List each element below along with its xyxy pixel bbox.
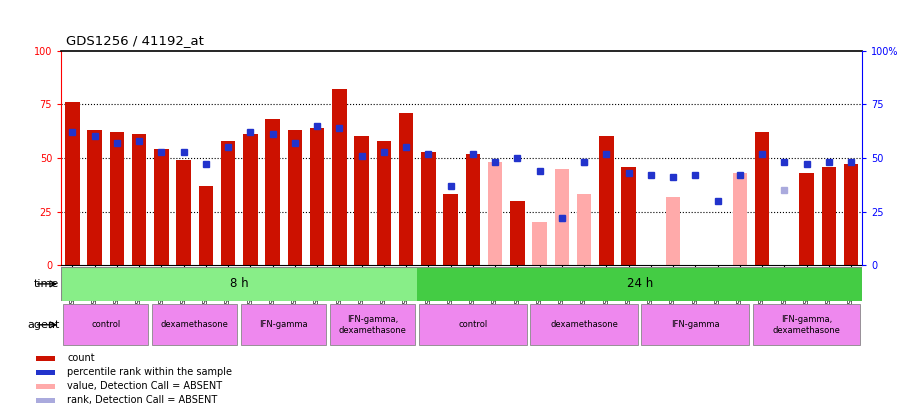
Bar [355, 136, 369, 265]
Bar [220, 141, 235, 265]
Bar [666, 196, 680, 265]
Bar [199, 186, 213, 265]
Bar [488, 162, 502, 265]
Bar [288, 130, 302, 265]
Text: agent: agent [27, 320, 59, 330]
Text: control: control [458, 320, 488, 329]
Bar [465, 153, 480, 265]
Bar [530, 304, 638, 345]
Bar [418, 267, 862, 301]
Bar [733, 173, 747, 265]
Bar [399, 113, 413, 265]
Bar [65, 102, 79, 265]
Bar [510, 201, 525, 265]
Bar [61, 267, 418, 301]
Bar [266, 119, 280, 265]
Text: IFN-gamma: IFN-gamma [671, 320, 720, 329]
Bar [152, 304, 238, 345]
Bar [799, 173, 814, 265]
Text: GDS1256 / 41192_at: GDS1256 / 41192_at [66, 34, 203, 47]
Bar [532, 222, 547, 265]
Text: 8 h: 8 h [230, 277, 248, 290]
Bar [36, 370, 55, 375]
Bar [110, 132, 124, 265]
Bar [243, 134, 257, 265]
Text: IFN-gamma: IFN-gamma [259, 320, 308, 329]
Bar [642, 304, 749, 345]
Bar [131, 134, 147, 265]
Bar [755, 132, 770, 265]
Bar [419, 304, 526, 345]
Bar [330, 304, 416, 345]
Text: control: control [91, 320, 121, 329]
Bar [36, 398, 55, 403]
Bar [376, 141, 392, 265]
Text: IFN-gamma,
dexamethasone: IFN-gamma, dexamethasone [338, 315, 407, 335]
Bar [87, 130, 102, 265]
Bar [36, 384, 55, 389]
Bar [176, 160, 191, 265]
Bar [822, 166, 836, 265]
Bar [554, 168, 569, 265]
Text: value, Detection Call = ABSENT: value, Detection Call = ABSENT [68, 381, 222, 391]
Text: 24 h: 24 h [626, 277, 652, 290]
Bar [310, 128, 324, 265]
Text: dexamethasone: dexamethasone [550, 320, 618, 329]
Text: dexamethasone: dexamethasone [161, 320, 229, 329]
Bar [599, 136, 614, 265]
Bar [36, 356, 55, 361]
Text: time: time [34, 279, 59, 289]
Bar [752, 304, 860, 345]
Bar [444, 194, 458, 265]
Text: IFN-gamma,
dexamethasone: IFN-gamma, dexamethasone [772, 315, 841, 335]
Text: rank, Detection Call = ABSENT: rank, Detection Call = ABSENT [68, 395, 218, 405]
Bar [332, 89, 347, 265]
Bar [577, 194, 591, 265]
Text: percentile rank within the sample: percentile rank within the sample [68, 367, 232, 377]
Bar [621, 166, 635, 265]
Text: count: count [68, 353, 94, 363]
Bar [421, 151, 436, 265]
Bar [63, 304, 148, 345]
Bar [844, 164, 859, 265]
Bar [154, 149, 168, 265]
Bar [241, 304, 327, 345]
